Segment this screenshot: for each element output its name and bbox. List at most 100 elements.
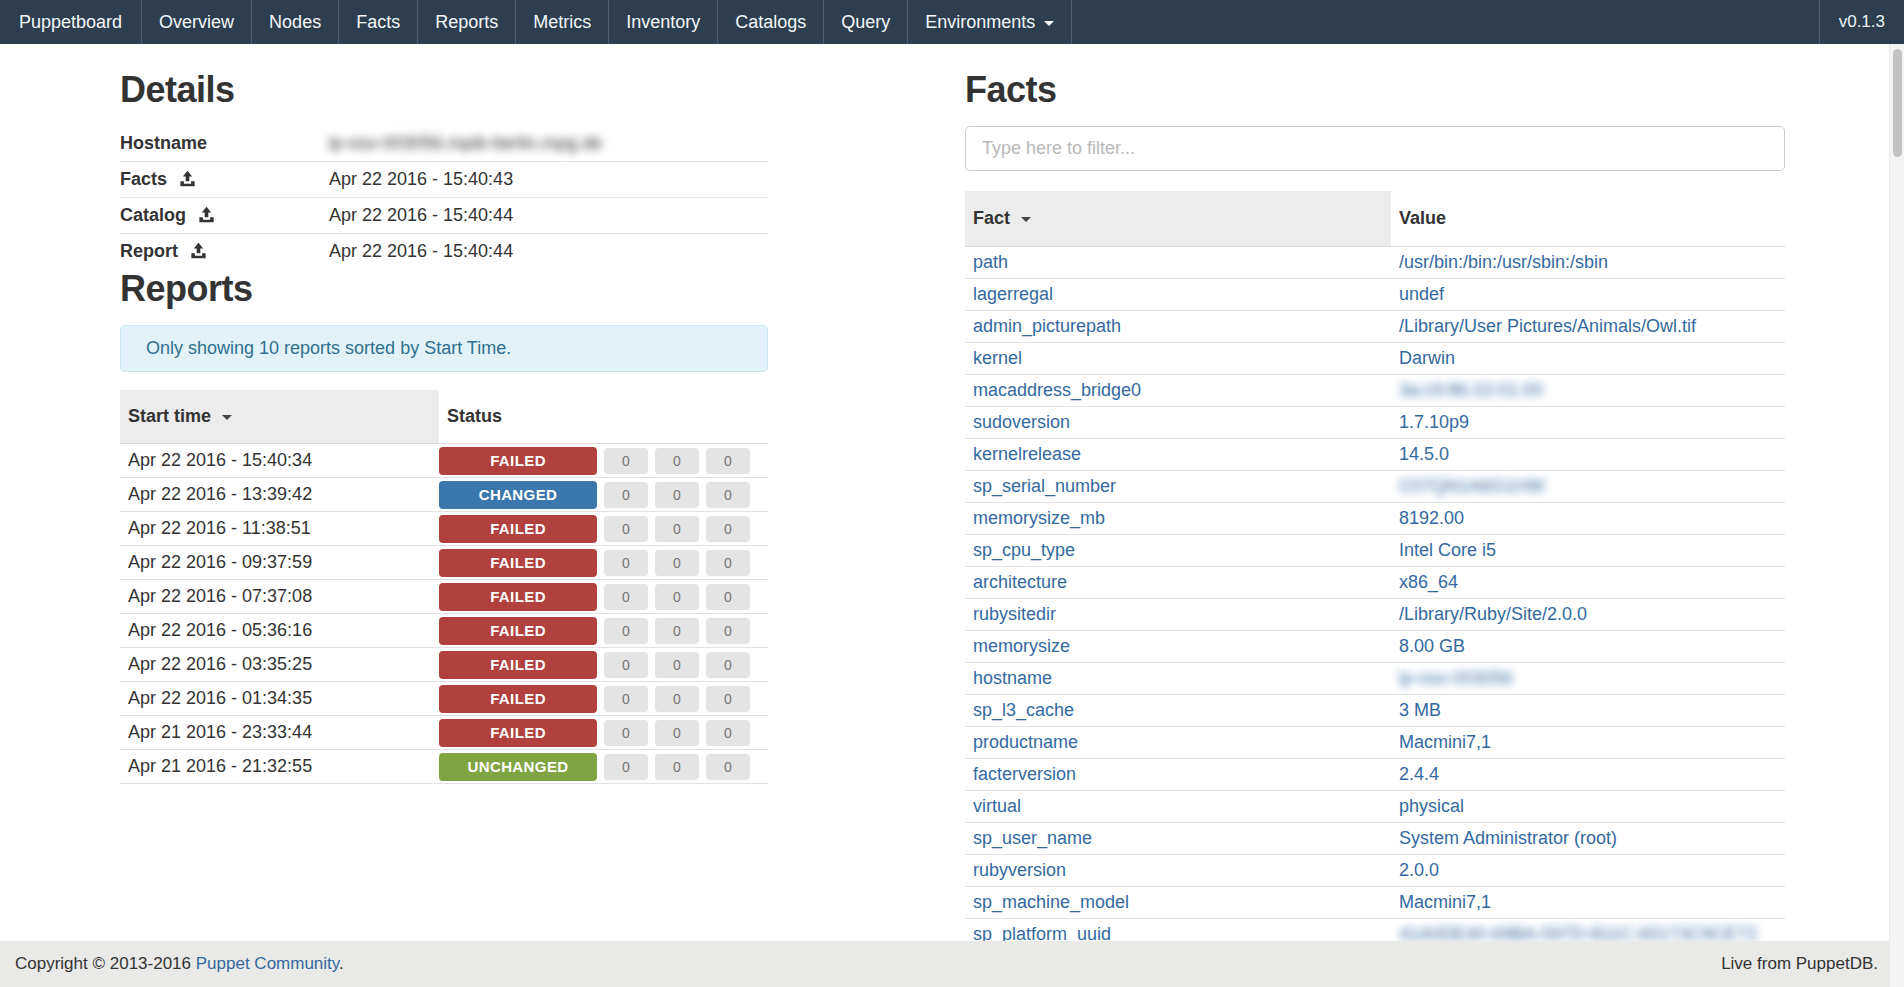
- fact-name-link[interactable]: productname: [973, 732, 1078, 752]
- fact-name-link[interactable]: sp_l3_cache: [973, 700, 1074, 720]
- report-count-badge: 0: [655, 448, 699, 474]
- fact-value-link[interactable]: lp-osx-003056: [1399, 668, 1513, 688]
- upload-icon[interactable]: [179, 169, 196, 190]
- footer-copyright: Copyright © 2013-2016 Puppet Community.: [15, 941, 344, 987]
- fact-name-link[interactable]: rubysitedir: [973, 604, 1056, 624]
- nav-item-catalogs[interactable]: Catalogs: [718, 0, 824, 44]
- report-row: Apr 21 2016 - 21:32:55UNCHANGED000: [120, 750, 768, 784]
- facts-col-fact[interactable]: Fact: [965, 191, 1391, 247]
- fact-name-cell: sp_l3_cache: [965, 695, 1391, 727]
- fact-value-link[interactable]: Macmini7,1: [1399, 732, 1491, 752]
- fact-row: memorysize_mb 8192.00: [965, 503, 1785, 535]
- fact-row: sp_user_name System Administrator (root): [965, 823, 1785, 855]
- fact-name-cell: rubysitedir: [965, 599, 1391, 631]
- fact-value-link[interactable]: /Library/Ruby/Site/2.0.0: [1399, 604, 1587, 624]
- fact-value-link[interactable]: 14.5.0: [1399, 444, 1449, 464]
- fact-name-link[interactable]: admin_picturepath: [973, 316, 1121, 336]
- facts-filter-input[interactable]: [965, 126, 1785, 171]
- fact-value-link[interactable]: x86_64: [1399, 572, 1458, 592]
- nav-item-overview[interactable]: Overview: [142, 0, 252, 44]
- nav-item-query[interactable]: Query: [824, 0, 908, 44]
- fact-name-link[interactable]: macaddress_bridge0: [973, 380, 1141, 400]
- fact-value-link[interactable]: 1.7.10p9: [1399, 412, 1469, 432]
- upload-icon[interactable]: [190, 241, 207, 262]
- nav-item-facts[interactable]: Facts: [339, 0, 418, 44]
- fact-name-link[interactable]: sudoversion: [973, 412, 1070, 432]
- fact-name-link[interactable]: kernelrelease: [973, 444, 1081, 464]
- fact-name-link[interactable]: lagerregal: [973, 284, 1053, 304]
- fact-name-link[interactable]: rubyversion: [973, 860, 1066, 880]
- report-count-badge: 0: [655, 584, 699, 610]
- page-footer: Copyright © 2013-2016 Puppet Community. …: [0, 941, 1904, 987]
- fact-name-cell: sudoversion: [965, 407, 1391, 439]
- nav-item-label: Facts: [356, 12, 400, 32]
- fact-value-link[interactable]: Macmini7,1: [1399, 892, 1491, 912]
- fact-value-link[interactable]: /usr/bin:/bin:/usr/sbin:/sbin: [1399, 252, 1608, 272]
- fact-name-link[interactable]: architecture: [973, 572, 1067, 592]
- fact-name-link[interactable]: hostname: [973, 668, 1052, 688]
- fact-name-link[interactable]: facterversion: [973, 764, 1076, 784]
- reports-col-start-time[interactable]: Start time: [120, 390, 439, 444]
- report-status-group: UNCHANGED000: [439, 753, 768, 781]
- fact-value-link[interactable]: System Administrator (root): [1399, 828, 1617, 848]
- report-row: Apr 21 2016 - 23:33:44FAILED000: [120, 716, 768, 750]
- fact-name-link[interactable]: path: [973, 252, 1008, 272]
- fact-value-link[interactable]: 8.00 GB: [1399, 636, 1465, 656]
- fact-name-link[interactable]: memorysize_mb: [973, 508, 1105, 528]
- report-status-group: FAILED000: [439, 651, 768, 679]
- details-label-text: Hostname: [120, 133, 207, 153]
- nav-item-nodes[interactable]: Nodes: [252, 0, 339, 44]
- report-status-group: FAILED000: [439, 515, 768, 543]
- fact-value-cell: 1.7.10p9: [1391, 407, 1785, 439]
- report-start-time: Apr 21 2016 - 23:33:44: [120, 716, 439, 750]
- report-status-group: FAILED000: [439, 685, 768, 713]
- fact-value-link[interactable]: 8192.00: [1399, 508, 1464, 528]
- fact-name-link[interactable]: sp_serial_number: [973, 476, 1116, 496]
- nav-items: Overview Nodes Facts ReportsMetricsInventor…: [142, 0, 1072, 44]
- fact-name-link[interactable]: sp_machine_model: [973, 892, 1129, 912]
- fact-value-link[interactable]: 3 MB: [1399, 700, 1441, 720]
- report-count-badge: 0: [706, 618, 750, 644]
- puppet-community-link[interactable]: Puppet Community: [196, 954, 339, 973]
- fact-value-link[interactable]: physical: [1399, 796, 1464, 816]
- fact-value-link[interactable]: undef: [1399, 284, 1444, 304]
- sort-caret-icon: [1021, 217, 1031, 222]
- vertical-scrollbar[interactable]: [1889, 44, 1904, 987]
- puppetboard-node-page: Puppetboard Overview Nodes Facts ReportsMet…: [0, 0, 1904, 987]
- upload-icon[interactable]: [198, 205, 215, 226]
- fact-value-link[interactable]: /Library/User Pictures/Animals/Owl.tif: [1399, 316, 1696, 336]
- fact-value-link[interactable]: 2.4.4: [1399, 764, 1439, 784]
- nav-item-label: Nodes: [269, 12, 321, 32]
- nav-item-reports[interactable]: Reports: [418, 0, 516, 44]
- report-count-badge: 0: [604, 516, 648, 542]
- nav-brand-puppetboard[interactable]: Puppetboard: [0, 0, 142, 44]
- report-status-cell: UNCHANGED000: [439, 750, 768, 784]
- report-count-badge: 0: [655, 516, 699, 542]
- fact-name-link[interactable]: virtual: [973, 796, 1021, 816]
- nav-item-metrics[interactable]: Metrics: [516, 0, 609, 44]
- nav-item-environments[interactable]: Environments: [908, 0, 1072, 44]
- report-status-cell: CHANGED000: [439, 478, 768, 512]
- details-label: Hostname: [120, 126, 329, 162]
- report-count-badge: 0: [604, 686, 648, 712]
- report-count-badge: 0: [706, 686, 750, 712]
- fact-value-link[interactable]: Darwin: [1399, 348, 1455, 368]
- scrollbar-thumb[interactable]: [1893, 49, 1902, 157]
- fact-value-link[interactable]: C07QN1A6G1HW: [1399, 476, 1545, 496]
- fact-name-link[interactable]: sp_cpu_type: [973, 540, 1075, 560]
- puppetdb-status-text: Live from PuppetDB.: [1721, 941, 1878, 987]
- fact-name-link[interactable]: kernel: [973, 348, 1022, 368]
- fact-value-cell: 8.00 GB: [1391, 631, 1785, 663]
- fact-value-cell: System Administrator (root): [1391, 823, 1785, 855]
- facts-col-value: Value: [1391, 191, 1785, 247]
- fact-name-link[interactable]: sp_user_name: [973, 828, 1092, 848]
- fact-value-link[interactable]: 2.0.0: [1399, 860, 1439, 880]
- fact-name-cell: path: [965, 247, 1391, 279]
- report-count-badge: 0: [604, 550, 648, 576]
- fact-value-link[interactable]: 3a:c9:86:22:01:00: [1399, 380, 1543, 400]
- fact-value-link[interactable]: Intel Core i5: [1399, 540, 1496, 560]
- details-value-text: lp-osx-003056.mpib-berlin.mpg.de: [329, 133, 602, 153]
- fact-name-link[interactable]: memorysize: [973, 636, 1070, 656]
- nav-item-inventory[interactable]: Inventory: [609, 0, 718, 44]
- reports-info-alert: Only showing 10 reports sorted by Start …: [120, 325, 768, 372]
